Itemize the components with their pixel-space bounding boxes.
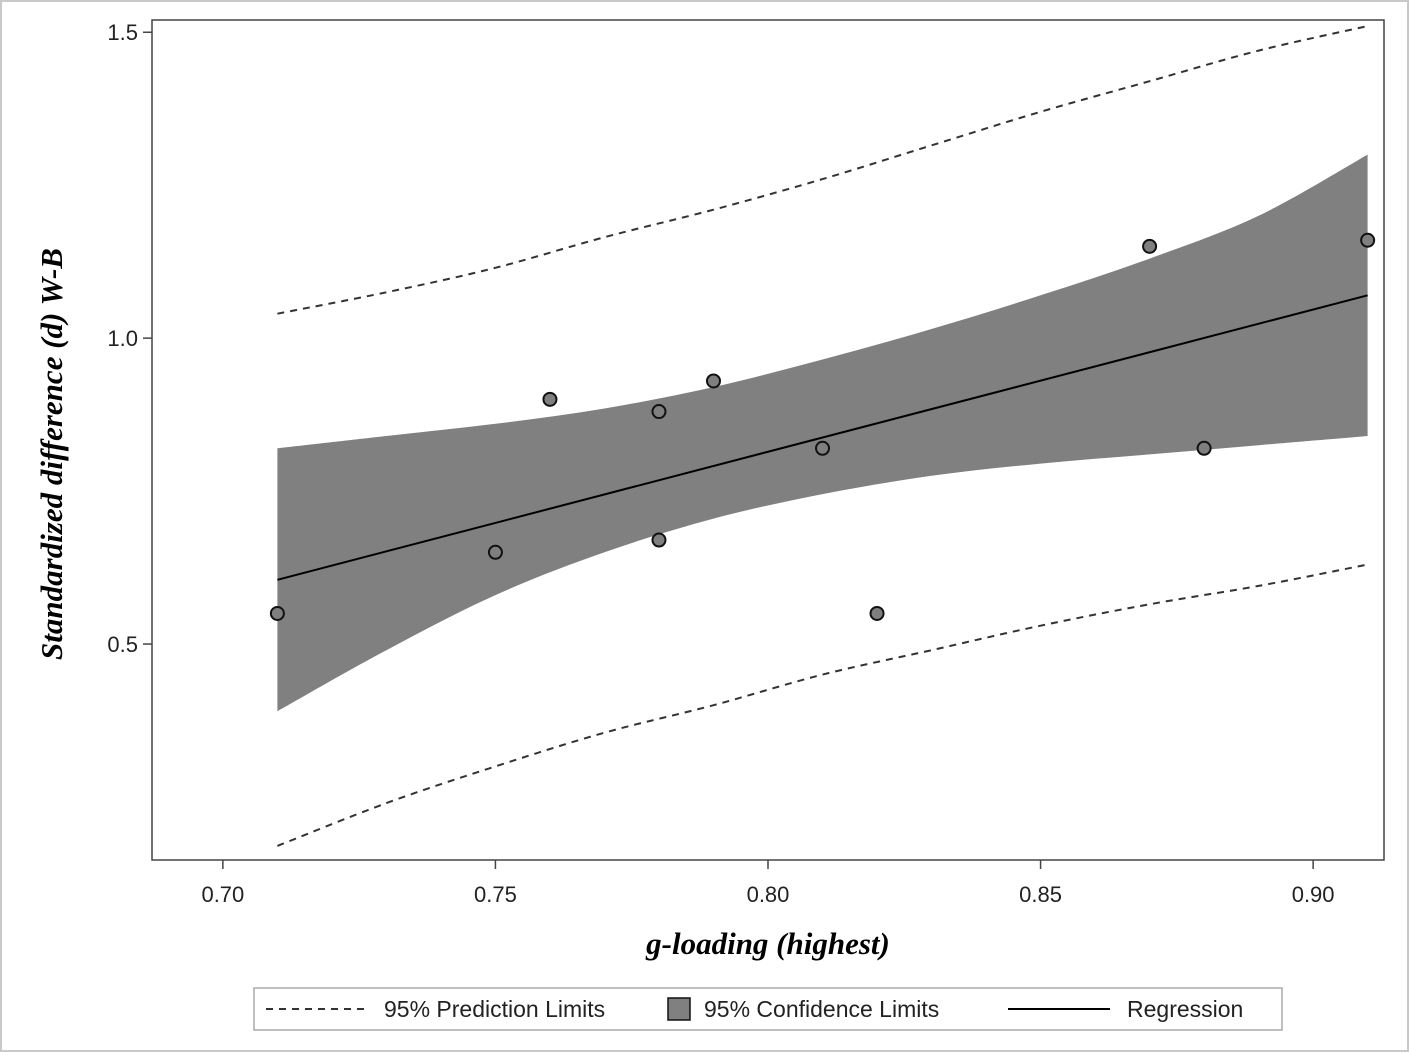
x-tick-label: 0.80 [747, 882, 790, 907]
data-point [1142, 238, 1158, 254]
x-tick-label: 0.85 [1019, 882, 1062, 907]
data-point [869, 605, 885, 621]
x-tick-label: 0.90 [1292, 882, 1335, 907]
data-point [651, 532, 667, 548]
x-tick-label: 0.75 [474, 882, 517, 907]
y-axis-title: Standardized difference (d) W-B [34, 248, 69, 660]
data-point [542, 391, 558, 407]
data-point [651, 404, 667, 420]
legend-label-prediction: 95% Prediction Limits [384, 996, 605, 1022]
data-point [1196, 440, 1212, 456]
legend-symbol-confidence [667, 997, 691, 1021]
legend-box [253, 987, 1283, 1031]
data-point [1360, 232, 1376, 248]
legend-label-regression: Regression [1127, 996, 1243, 1022]
data-point [487, 544, 503, 560]
regression-line [277, 294, 1368, 581]
data-point [815, 440, 831, 456]
y-tick-label: 1.0 [107, 326, 138, 351]
data-point [269, 605, 285, 621]
prediction-limit-lower [277, 563, 1368, 847]
x-axis-title: g-loading (highest) [645, 926, 890, 961]
prediction-limit-upper [277, 25, 1368, 315]
y-tick-label: 1.5 [107, 20, 138, 45]
legend: 95% Prediction Limits 95% Confidence Lim… [253, 987, 1283, 1031]
confidence-band [277, 154, 1368, 712]
y-tick-label: 0.5 [107, 632, 138, 657]
data-point [705, 373, 721, 389]
legend-label-confidence: 95% Confidence Limits [704, 996, 939, 1022]
x-tick-label: 0.70 [201, 882, 244, 907]
